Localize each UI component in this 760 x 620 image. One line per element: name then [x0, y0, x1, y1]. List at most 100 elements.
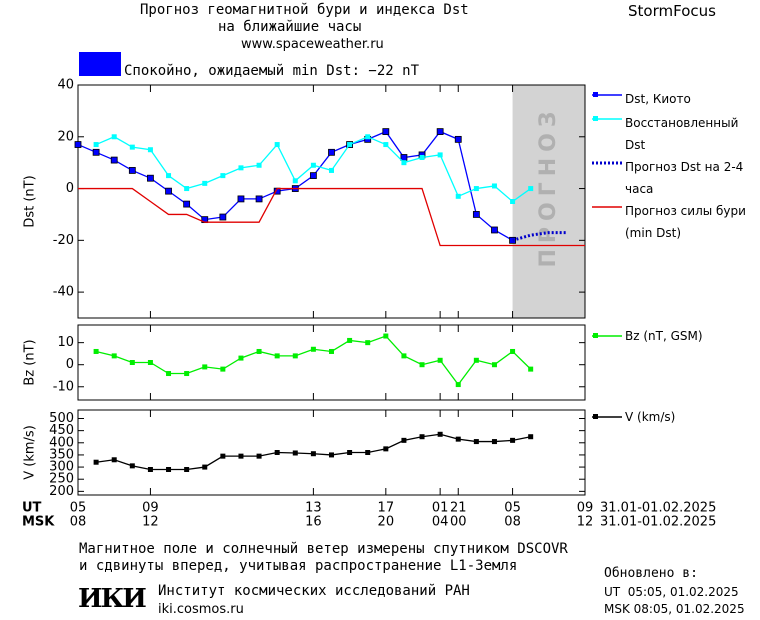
marker [383, 333, 389, 339]
x-tick-label: 00 [450, 515, 467, 530]
marker [220, 453, 226, 459]
marker [310, 346, 316, 352]
marker [256, 348, 262, 354]
status-box [79, 52, 121, 76]
marker [220, 173, 226, 179]
marker [365, 340, 371, 346]
title: Прогноз геомагнитной бури и индекса Dst [140, 2, 469, 18]
marker [310, 451, 316, 457]
y-tick-label: 250 [49, 472, 74, 487]
note: и сдвинуты вперед, учитывая распростране… [79, 558, 518, 574]
marker [74, 141, 82, 148]
marker [491, 183, 497, 189]
brand: StormFocus [628, 2, 716, 20]
marker [111, 457, 117, 463]
series-line [78, 187, 585, 247]
marker [129, 360, 135, 365]
marker [473, 439, 479, 445]
marker [309, 172, 317, 180]
marker [220, 366, 226, 372]
y-axis-label: Dst (nT) [23, 175, 38, 227]
y-tick-label: 10 [57, 335, 74, 350]
marker [510, 199, 516, 204]
marker [256, 453, 262, 459]
marker [93, 459, 99, 465]
marker [92, 148, 100, 156]
marker [147, 467, 153, 472]
series-line [95, 335, 532, 386]
x-tick-label: 05 [70, 501, 87, 516]
y-tick-label: 0 [66, 181, 74, 196]
marker [383, 142, 389, 148]
marker [129, 144, 135, 150]
updated-ut: UT 05:05, 01.02.2025 [604, 585, 739, 599]
x-tick-label: 13 [305, 501, 322, 516]
marker [528, 186, 534, 192]
x-date: 31.01-01.02.2025 [600, 501, 716, 516]
marker [455, 436, 461, 442]
marker [436, 128, 444, 136]
marker [166, 371, 172, 377]
y-tick-label: 450 [49, 423, 74, 438]
marker [111, 134, 117, 140]
legend-entry: Bz (nT, GSM) [625, 329, 703, 343]
x-tick-label: 04 [432, 515, 449, 530]
x-tick-label: 08 [504, 515, 521, 530]
marker [183, 200, 191, 208]
x-tick-label: 09 [577, 501, 594, 516]
x-tick-label: 08 [70, 515, 87, 530]
y-axis-label: Bz (nT) [23, 339, 38, 385]
marker [400, 154, 408, 161]
marker [147, 360, 153, 365]
marker [292, 353, 298, 359]
marker [347, 142, 353, 148]
marker [274, 353, 280, 359]
marker [437, 152, 443, 158]
legend-entry: Dst, Киото [625, 92, 691, 106]
marker [93, 348, 99, 354]
marker [129, 463, 135, 469]
marker [202, 180, 208, 186]
y-tick-label: -10 [53, 379, 74, 394]
x-tick-label: 16 [305, 515, 322, 530]
site: iki.cosmos.ru [158, 602, 244, 617]
x-tick-label: 12 [142, 515, 159, 530]
y-axis-label: V (km/s) [23, 425, 38, 480]
updated-msk: MSK 08:05, 01.02.2025 [604, 602, 745, 616]
marker [528, 434, 534, 440]
marker [437, 357, 443, 363]
frame [77, 324, 586, 401]
marker [147, 147, 153, 153]
marker [419, 434, 425, 440]
x-tick-label: 17 [378, 501, 395, 516]
marker [473, 357, 479, 363]
x-axis-label: UT [22, 501, 42, 516]
y-tick-label: 500 [49, 411, 74, 426]
y-tick-label: 20 [57, 129, 74, 144]
x-date: 31.01-01.02.2025 [600, 515, 716, 530]
frame [77, 84, 586, 319]
x-tick-label: 12 [577, 515, 594, 530]
marker [202, 364, 208, 370]
marker [111, 353, 117, 359]
marker [329, 348, 334, 354]
marker [128, 167, 136, 174]
marker [455, 193, 461, 199]
marker [401, 353, 407, 359]
x-tick-label: 09 [142, 501, 159, 516]
forecast-region [512, 85, 585, 318]
marker [419, 362, 425, 368]
y-tick-label: 300 [49, 460, 74, 475]
marker [256, 162, 262, 168]
frame [77, 409, 586, 496]
marker [238, 453, 244, 459]
marker [491, 439, 497, 445]
marker [365, 134, 371, 140]
marker [184, 371, 190, 377]
legend-entry: V (km/s) [625, 410, 676, 424]
x-tick-label: 20 [378, 515, 395, 530]
marker [473, 186, 479, 192]
marker [165, 187, 172, 195]
